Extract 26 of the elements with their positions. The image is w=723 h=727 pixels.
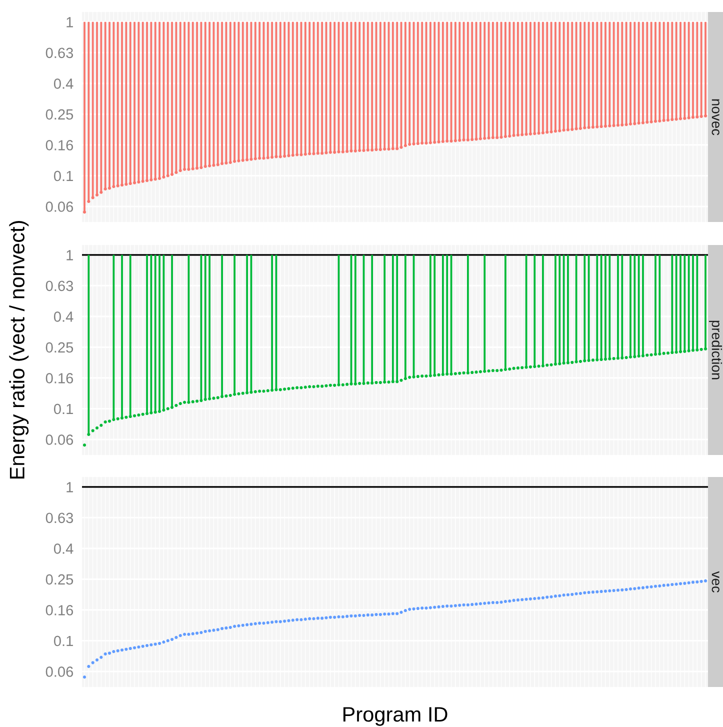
y-tick-label: 0.06 bbox=[46, 202, 74, 212]
y-tick-label: 0.63 bbox=[46, 48, 74, 58]
x-axis-title: Program ID bbox=[343, 707, 448, 726]
y-tick-label: 0.25 bbox=[46, 342, 74, 353]
y-tick-label: 0.16 bbox=[46, 373, 74, 384]
y-tick-label: 0.4 bbox=[54, 312, 74, 322]
y-tick-label: 0.63 bbox=[46, 512, 74, 524]
y-tick-label: 1 bbox=[66, 17, 73, 28]
y-tick-label: 0.25 bbox=[46, 574, 74, 585]
y-tick-label: 0.06 bbox=[46, 666, 74, 677]
y-tick-label: 0.16 bbox=[46, 605, 74, 616]
y-tick-label: 0.25 bbox=[46, 109, 74, 120]
y-tick-label: 0.1 bbox=[54, 636, 73, 646]
text: prediction bbox=[709, 320, 722, 380]
text: vec bbox=[712, 571, 720, 592]
y-tick-label: 0.16 bbox=[46, 140, 74, 150]
y-tick-label: 0.1 bbox=[54, 170, 73, 182]
text: novec bbox=[712, 99, 720, 136]
y-axis-title: Energy ratio (vect / nonvect) bbox=[9, 221, 29, 479]
y-tick-label: 0.63 bbox=[46, 280, 74, 292]
y-tick-label: 1 bbox=[66, 250, 73, 260]
y-tick-label: 0.1 bbox=[54, 404, 73, 414]
y-tick-label: 0.06 bbox=[46, 434, 74, 445]
y-tick-label: 1 bbox=[66, 482, 73, 492]
y-tick-label: 0.4 bbox=[54, 544, 74, 554]
y-tick-label: 0.4 bbox=[54, 78, 74, 89]
